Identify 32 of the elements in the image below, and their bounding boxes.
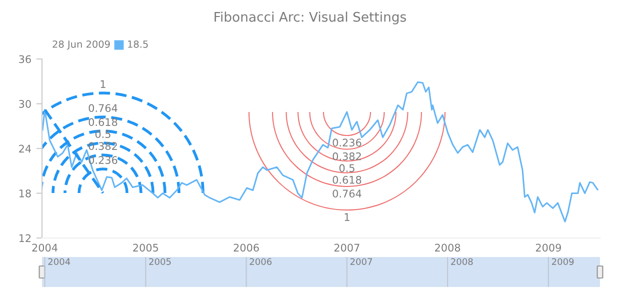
y-tick-label: 12 (19, 234, 31, 242)
x-tick-label: 2004 (32, 244, 58, 252)
x-tick-label: 2007 (334, 244, 360, 252)
annotation: 0.764 (332, 190, 362, 198)
text: 28 Jun 2009 (52, 40, 110, 50)
annotation: 0.618 (332, 176, 362, 184)
annotation: 0.5 (339, 164, 354, 172)
annotation: 0.236 (332, 138, 362, 147)
text: 2004 (48, 258, 70, 266)
annotation: 0.618 (88, 118, 118, 126)
text: 2009 (552, 258, 574, 266)
annotation: 1 (344, 213, 350, 221)
x-tick-label: 2006 (234, 244, 259, 252)
chart-title: Fibonacci Arc: Visual Settings (214, 12, 406, 24)
annotation: 0.764 (88, 104, 118, 112)
annotation: 0.382 (332, 152, 361, 160)
x-tick-label: 2009 (536, 244, 561, 252)
y-tick-label: 30 (19, 100, 31, 108)
y-tick-label: 18 (19, 189, 31, 198)
text: 2007 (350, 258, 372, 266)
line-series (42, 81, 598, 222)
y-tick-label: 36 (19, 55, 31, 64)
y-tick-label: 24 (19, 144, 31, 152)
annotation: 1 (100, 80, 106, 88)
text: 2005 (149, 258, 171, 266)
text: 2006 (250, 258, 272, 266)
annotation: 0.382 (88, 142, 117, 150)
annotation: 0.5 (95, 130, 110, 138)
text: 2008 (451, 258, 473, 266)
x-tick-label: 2005 (133, 244, 158, 252)
text: 18.5 (128, 40, 148, 48)
x-tick-label: 2008 (435, 244, 460, 252)
